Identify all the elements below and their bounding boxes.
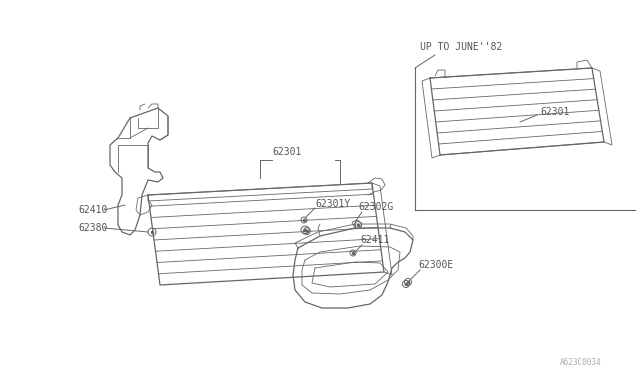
- Text: 62380: 62380: [78, 223, 108, 233]
- Text: 62300E: 62300E: [418, 260, 453, 270]
- Text: A623C0034: A623C0034: [560, 358, 602, 367]
- Text: 62410: 62410: [78, 205, 108, 215]
- Text: UP TO JUNE''82: UP TO JUNE''82: [420, 42, 502, 52]
- Text: 62411: 62411: [360, 235, 389, 245]
- Text: 62301: 62301: [272, 147, 301, 157]
- Text: 62302G: 62302G: [358, 202, 393, 212]
- Text: 62301Y: 62301Y: [315, 199, 350, 209]
- Text: 62301: 62301: [540, 107, 570, 117]
